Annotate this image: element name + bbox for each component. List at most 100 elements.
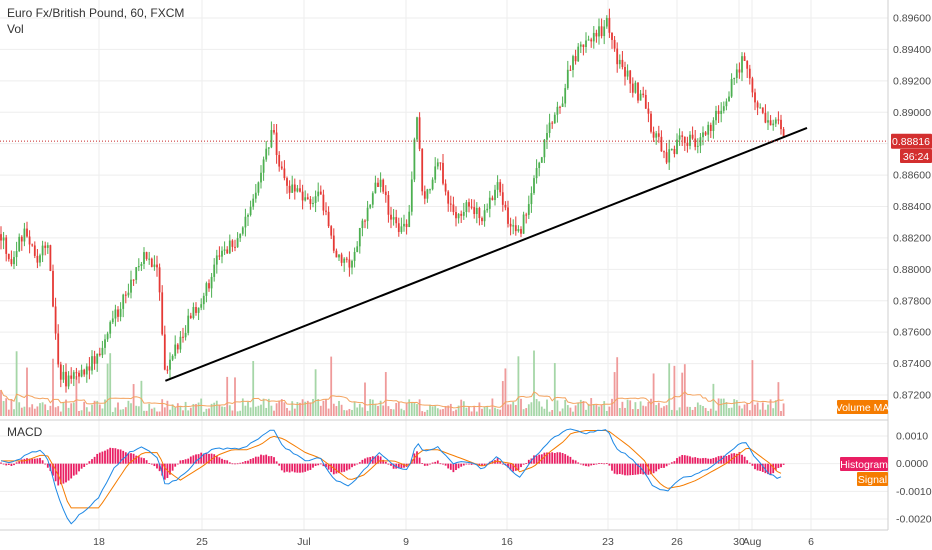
volume-bar bbox=[299, 402, 301, 416]
candle-body bbox=[624, 66, 626, 77]
volume-bar bbox=[605, 410, 608, 416]
histogram-bar bbox=[122, 450, 125, 464]
countdown-value: 36:24 bbox=[903, 151, 929, 163]
candle-body bbox=[569, 69, 572, 71]
histogram-bar bbox=[423, 463, 426, 466]
macd-axis[interactable]: 0.0010 0.0000 -0.0010 -0.0020 bbox=[896, 431, 932, 526]
candle-body bbox=[382, 179, 385, 192]
volume-bar bbox=[525, 408, 528, 416]
volume-bar bbox=[7, 409, 10, 416]
volume-bar bbox=[426, 409, 429, 416]
histogram-bar bbox=[356, 463, 359, 465]
volume-bar bbox=[439, 409, 442, 416]
volume-bar bbox=[780, 411, 782, 416]
volume-bar bbox=[280, 399, 283, 416]
histogram-bar bbox=[533, 455, 535, 464]
histogram-bar bbox=[748, 462, 751, 464]
candle-body bbox=[104, 339, 106, 348]
candle-body bbox=[57, 333, 60, 365]
volume-bar bbox=[621, 401, 624, 416]
candle-body bbox=[733, 77, 736, 80]
candle-body bbox=[197, 307, 200, 313]
volume-bar bbox=[67, 407, 70, 416]
histogram-bar bbox=[31, 458, 34, 464]
histogram-bar bbox=[522, 463, 525, 465]
volume-bar bbox=[434, 405, 437, 416]
volume-bar bbox=[764, 409, 767, 416]
volume-bar bbox=[374, 403, 377, 416]
candle-body bbox=[587, 39, 590, 41]
volume-bar bbox=[187, 410, 190, 416]
candle-body bbox=[772, 123, 775, 126]
histogram-bar bbox=[80, 463, 83, 469]
candle-body bbox=[761, 107, 764, 113]
histogram-bar bbox=[621, 463, 624, 475]
candle-body bbox=[54, 306, 57, 334]
candle-body bbox=[72, 372, 75, 379]
histogram-bar bbox=[254, 456, 257, 464]
volume-bar bbox=[319, 405, 322, 416]
candle-body bbox=[470, 206, 473, 208]
volume-bar bbox=[39, 403, 41, 416]
candle-body bbox=[764, 112, 767, 123]
candle-body bbox=[730, 79, 733, 97]
candle-body bbox=[83, 369, 86, 375]
histogram-bar bbox=[26, 458, 28, 464]
candle-body bbox=[18, 236, 21, 252]
volume-bar bbox=[574, 405, 577, 416]
histogram-bar bbox=[114, 448, 117, 464]
volume-bar bbox=[236, 411, 239, 416]
candle-body bbox=[189, 315, 192, 318]
histogram-bar bbox=[462, 463, 465, 466]
candle-body bbox=[75, 372, 78, 374]
volume-bar bbox=[397, 402, 400, 416]
histogram-bar bbox=[18, 461, 21, 464]
candle-body bbox=[153, 264, 156, 267]
price-tick-label: 0.89200 bbox=[893, 75, 931, 87]
histogram-bar bbox=[525, 463, 528, 464]
candle-body bbox=[637, 82, 639, 101]
candle-body bbox=[715, 110, 717, 121]
histogram-bar bbox=[10, 463, 13, 466]
macd-tick-label: 0.0000 bbox=[896, 458, 928, 470]
volume-bar bbox=[384, 372, 387, 416]
histogram-bar bbox=[221, 458, 223, 464]
histogram-bar bbox=[59, 463, 62, 485]
candle-body bbox=[665, 152, 668, 163]
histogram-bar bbox=[236, 463, 239, 465]
histogram-bar bbox=[156, 463, 158, 469]
time-tick-label: 23 bbox=[602, 536, 614, 548]
candle-body bbox=[566, 69, 569, 89]
candle-body bbox=[286, 178, 288, 186]
histogram-bar bbox=[223, 459, 226, 464]
volume-bar bbox=[660, 407, 663, 416]
candle-body bbox=[496, 182, 499, 190]
candle-body bbox=[494, 189, 496, 201]
histogram-bar bbox=[213, 454, 216, 464]
candle-body bbox=[751, 78, 754, 93]
price-axis[interactable]: 0.896000.894000.892000.890000.888000.886… bbox=[893, 13, 931, 402]
histogram-bar bbox=[257, 456, 260, 464]
histogram-bar bbox=[210, 453, 213, 464]
volume-bar bbox=[626, 399, 629, 416]
volume-bar bbox=[533, 350, 535, 416]
volume-bar bbox=[335, 406, 338, 416]
candle-body bbox=[681, 135, 684, 137]
candle-body bbox=[205, 283, 208, 296]
candle-body bbox=[475, 207, 478, 215]
volume-bar bbox=[247, 402, 249, 416]
histogram-bar bbox=[325, 463, 327, 468]
histogram-bar bbox=[312, 463, 314, 468]
price-tick-label: 0.89000 bbox=[893, 107, 931, 119]
volume-bar bbox=[715, 410, 717, 416]
support-trendline[interactable] bbox=[165, 127, 808, 382]
trendline[interactable] bbox=[165, 127, 808, 382]
candle-body bbox=[754, 92, 756, 103]
price-grid bbox=[0, 0, 888, 530]
volume-bar bbox=[80, 410, 83, 416]
volume-bar bbox=[704, 407, 707, 416]
candle-body bbox=[85, 366, 88, 375]
volume-bar bbox=[405, 402, 408, 416]
